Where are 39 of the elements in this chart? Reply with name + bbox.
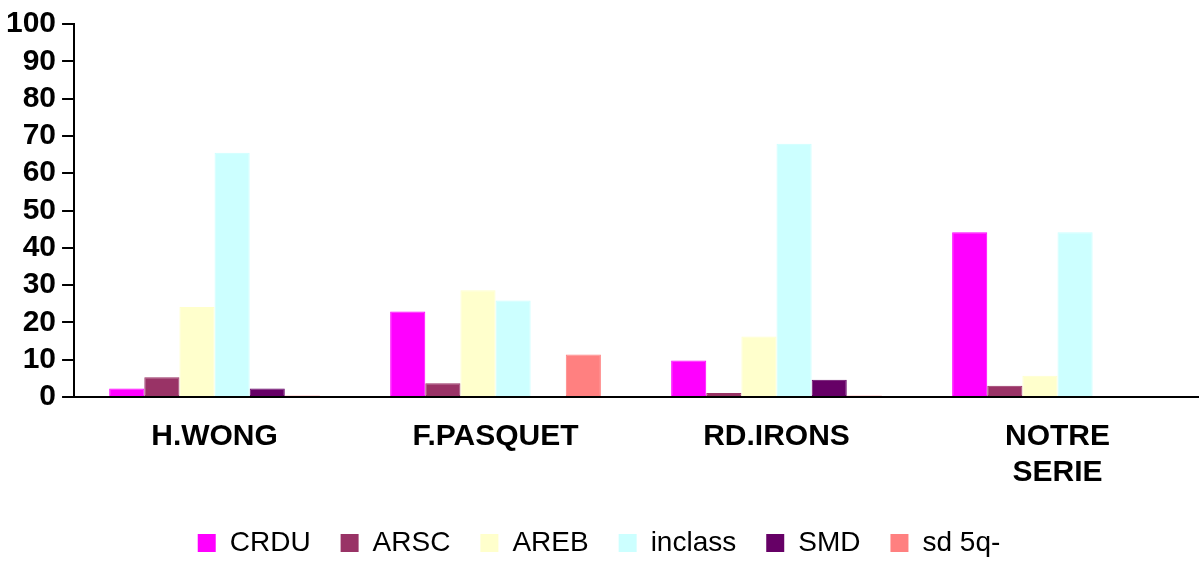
y-tick-label: 40 [22,229,57,263]
bar [1057,232,1093,396]
x-tick-label: RD.IRONS [703,418,850,452]
bar [460,290,496,396]
y-tick-label: 100 [5,5,57,39]
bar [776,143,812,396]
y-tick-label: 10 [22,340,57,374]
y-tick-label: 80 [22,79,57,113]
bar [1022,375,1058,396]
y-tick-label: 0 [39,378,57,412]
legend-label: inclass [650,525,737,557]
legend-label: sd 5q- [922,525,1001,557]
bar [987,385,1023,396]
bar [495,300,531,396]
legend-label: ARSC [372,525,451,557]
x-tick-label: F.PASQUET [412,418,579,452]
y-tick-label: 70 [22,117,57,151]
bar [390,311,426,396]
y-tick-label: 20 [22,303,57,337]
bar [811,379,847,396]
y-tick-label: 30 [22,266,57,300]
y-tick-label: 90 [22,42,57,76]
bar [214,152,250,396]
bar [952,232,988,396]
x-tick-label: NOTRE SERIE [1005,418,1111,488]
y-tick-label: 50 [22,191,57,225]
bar [671,360,707,396]
bar [144,377,180,396]
bar [565,354,601,396]
y-tick-label: 60 [22,154,57,188]
legend-label: CRDU [229,525,311,557]
bar [109,388,145,396]
bar [249,388,285,396]
bar [425,383,461,396]
legend-label: SMD [798,525,861,557]
bar [179,307,215,396]
legend-label: AREB [512,525,589,557]
x-tick-label: H.WONG [151,418,278,452]
bar [741,336,777,396]
